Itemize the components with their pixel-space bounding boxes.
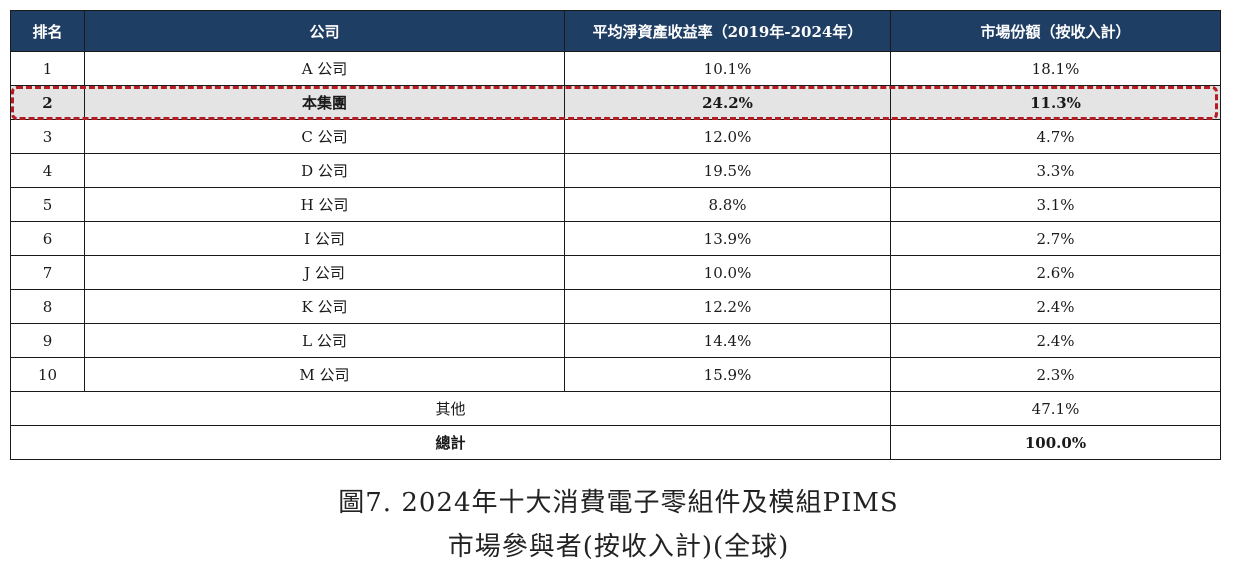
market-share-table: 排名 公司 平均淨資產收益率（2019年-2024年） 市場份額（按收入計） 1… bbox=[10, 10, 1221, 460]
table-row: 10 M 公司 15.9% 2.3% bbox=[10, 357, 1221, 392]
roe-cell: 14.4% bbox=[564, 323, 891, 358]
roe-cell: 24.2% bbox=[564, 85, 891, 120]
table-header-row: 排名 公司 平均淨資產收益率（2019年-2024年） 市場份額（按收入計） bbox=[10, 10, 1221, 52]
rank-cell: 4 bbox=[10, 153, 85, 188]
company-cell: C 公司 bbox=[84, 119, 565, 154]
company-cell: D 公司 bbox=[84, 153, 565, 188]
company-cell: K 公司 bbox=[84, 289, 565, 324]
others-share: 47.1% bbox=[890, 391, 1221, 426]
table-row: 7 J 公司 10.0% 2.6% bbox=[10, 255, 1221, 290]
table-row-highlighted: 2 本集團 24.2% 11.3% bbox=[10, 85, 1221, 120]
roe-cell: 10.1% bbox=[564, 51, 891, 86]
total-label: 總計 bbox=[10, 425, 891, 460]
share-cell: 11.3% bbox=[890, 85, 1221, 120]
table-row: 3 C 公司 12.0% 4.7% bbox=[10, 119, 1221, 154]
rank-cell: 2 bbox=[10, 85, 85, 120]
share-cell: 4.7% bbox=[890, 119, 1221, 154]
table-row: 5 H 公司 8.8% 3.1% bbox=[10, 187, 1221, 222]
rank-cell: 7 bbox=[10, 255, 85, 290]
rank-cell: 9 bbox=[10, 323, 85, 358]
company-cell: I 公司 bbox=[84, 221, 565, 256]
figure-caption-line1: 圖7. 2024年十大消費電子零組件及模組PIMS bbox=[338, 488, 899, 518]
company-cell: J 公司 bbox=[84, 255, 565, 290]
share-cell: 2.6% bbox=[890, 255, 1221, 290]
rank-cell: 5 bbox=[10, 187, 85, 222]
roe-cell: 12.0% bbox=[564, 119, 891, 154]
others-row: 其他 47.1% bbox=[10, 391, 1221, 426]
header-roe: 平均淨資產收益率（2019年-2024年） bbox=[564, 10, 891, 52]
company-cell: A 公司 bbox=[84, 51, 565, 86]
total-share: 100.0% bbox=[890, 425, 1221, 460]
rank-cell: 10 bbox=[10, 357, 85, 392]
share-cell: 18.1% bbox=[890, 51, 1221, 86]
share-cell: 2.4% bbox=[890, 289, 1221, 324]
roe-cell: 19.5% bbox=[564, 153, 891, 188]
header-market-share: 市場份額（按收入計） bbox=[890, 10, 1221, 52]
roe-cell: 8.8% bbox=[564, 187, 891, 222]
company-cell: M 公司 bbox=[84, 357, 565, 392]
company-cell: 本集團 bbox=[84, 85, 565, 120]
rank-cell: 3 bbox=[10, 119, 85, 154]
roe-cell: 12.2% bbox=[564, 289, 891, 324]
table-row: 6 I 公司 13.9% 2.7% bbox=[10, 221, 1221, 256]
header-rank: 排名 bbox=[10, 10, 85, 52]
market-share-table-wrapper: 排名 公司 平均淨資產收益率（2019年-2024年） 市場份額（按收入計） 1… bbox=[10, 10, 1221, 460]
share-cell: 2.7% bbox=[890, 221, 1221, 256]
company-cell: H 公司 bbox=[84, 187, 565, 222]
table-row: 9 L 公司 14.4% 2.4% bbox=[10, 323, 1221, 358]
roe-cell: 13.9% bbox=[564, 221, 891, 256]
rank-cell: 1 bbox=[10, 51, 85, 86]
company-cell: L 公司 bbox=[84, 323, 565, 358]
figure-caption-line2: 市場參與者(按收入計)(全球) bbox=[447, 532, 790, 562]
roe-cell: 10.0% bbox=[564, 255, 891, 290]
table-row: 8 K 公司 12.2% 2.4% bbox=[10, 289, 1221, 324]
share-cell: 3.1% bbox=[890, 187, 1221, 222]
table-row: 1 A 公司 10.1% 18.1% bbox=[10, 51, 1221, 86]
header-company: 公司 bbox=[84, 10, 565, 52]
share-cell: 2.4% bbox=[890, 323, 1221, 358]
share-cell: 2.3% bbox=[890, 357, 1221, 392]
total-row: 總計 100.0% bbox=[10, 425, 1221, 460]
others-label: 其他 bbox=[10, 391, 891, 426]
rank-cell: 8 bbox=[10, 289, 85, 324]
share-cell: 3.3% bbox=[890, 153, 1221, 188]
rank-cell: 6 bbox=[10, 221, 85, 256]
table-row: 4 D 公司 19.5% 3.3% bbox=[10, 153, 1221, 188]
roe-cell: 15.9% bbox=[564, 357, 891, 392]
